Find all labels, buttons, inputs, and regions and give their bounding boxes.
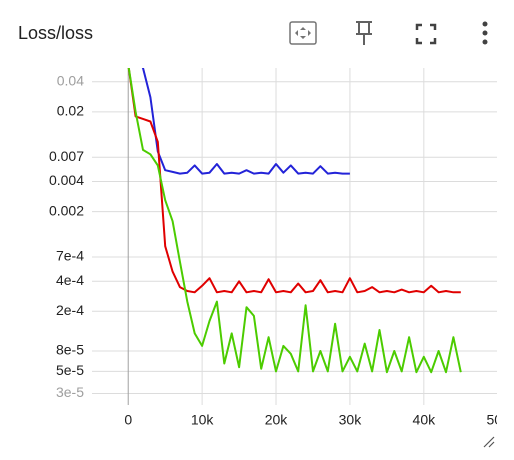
x-tick-label: 0	[124, 412, 132, 428]
y-tick-label: 0.007	[49, 148, 84, 164]
x-tick-label: 20k	[265, 412, 289, 428]
x-tick-label: 40k	[413, 412, 437, 428]
resize-handle[interactable]	[483, 436, 495, 448]
x-tick-label: 10k	[191, 412, 215, 428]
y-tick-label: 2e-4	[56, 302, 84, 318]
y-tick-label: 0.04	[57, 72, 84, 88]
fullscreen-button[interactable]	[415, 23, 437, 45]
x-axis: 0 10k 20k 30k 40k 50k	[124, 412, 510, 428]
y-tick-label: 8e-5	[56, 342, 84, 358]
y-tick-label: 5e-5	[56, 362, 84, 378]
more-menu[interactable]	[482, 21, 488, 45]
y-axis: 0.04 0.02 0.007 0.004 0.002 7e-4 4e-4 2e-4 8e-5 5…	[49, 72, 84, 400]
y-tick-label: 3e-5	[56, 384, 84, 400]
chart-title: Loss/loss	[18, 23, 93, 43]
series-line	[141, 68, 350, 175]
x-tick-label: 30k	[339, 412, 363, 428]
grid	[92, 68, 497, 405]
y-tick-label: 0.02	[57, 103, 84, 119]
y-tick-label: 0.004	[49, 172, 84, 188]
plot	[127, 68, 462, 374]
y-tick-label: 4e-4	[56, 272, 84, 288]
pin-button[interactable]	[356, 21, 372, 45]
y-tick-label: 0.002	[49, 202, 84, 218]
series-line	[127, 68, 461, 294]
x-tick-label: 50k	[486, 412, 510, 428]
series-line	[127, 68, 462, 374]
y-tick-label: 7e-4	[56, 248, 84, 264]
fit-domain-button[interactable]	[289, 21, 317, 45]
